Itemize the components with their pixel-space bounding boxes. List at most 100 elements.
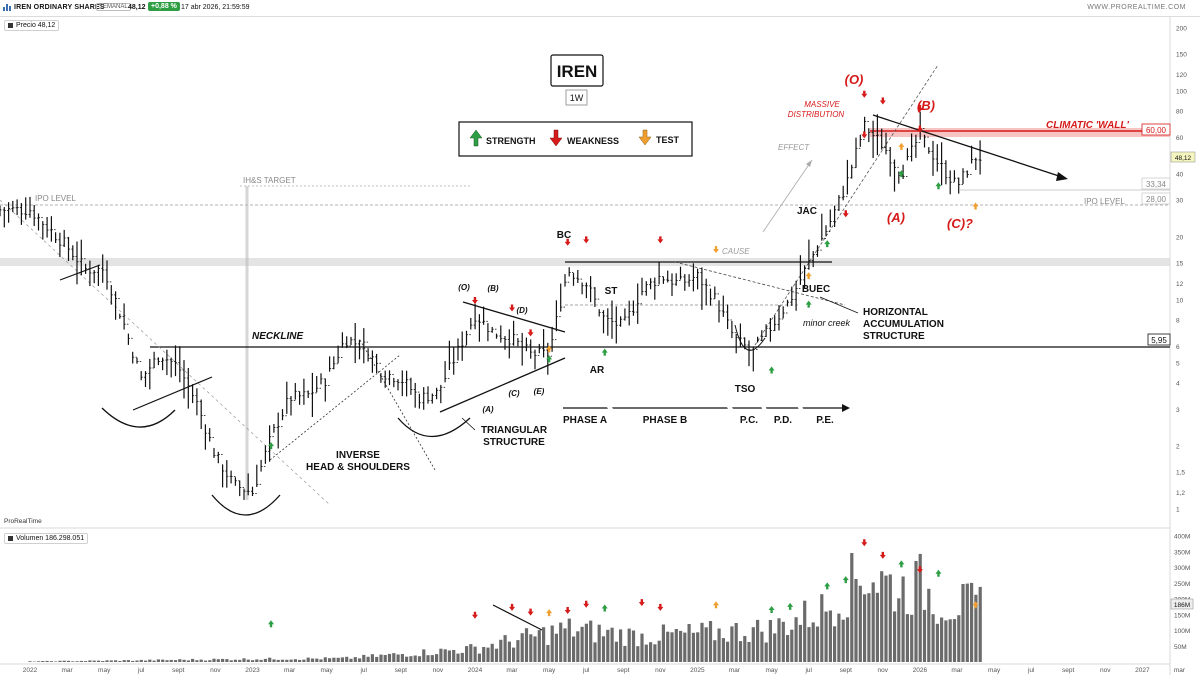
phase-e-label: P.E. bbox=[816, 415, 834, 426]
volume-bar bbox=[285, 659, 289, 662]
time-tick-label: 2022 bbox=[23, 667, 38, 674]
volume-swatch bbox=[8, 535, 13, 541]
creek-dashed-line bbox=[674, 261, 846, 306]
volume-bar bbox=[537, 630, 541, 662]
volume-bar bbox=[687, 624, 691, 662]
ticker-title-box bbox=[550, 54, 604, 87]
time-tick-label: sept bbox=[840, 667, 852, 674]
tag-neckline-text: 5,95 bbox=[1151, 336, 1167, 345]
price-tick-label: 30 bbox=[1176, 198, 1184, 205]
volume-bar bbox=[336, 657, 340, 662]
label-minor-creek: minor creek bbox=[803, 318, 851, 328]
weakness-arrow-icon bbox=[657, 236, 664, 244]
volume-bar bbox=[845, 617, 850, 662]
volume-bar bbox=[554, 633, 558, 662]
climatic-wall-band bbox=[870, 128, 1170, 137]
volume-bar bbox=[512, 647, 516, 662]
time-tick-label: mar bbox=[61, 667, 73, 674]
volume-bar bbox=[773, 633, 777, 662]
volume-bar bbox=[263, 658, 267, 662]
volume-bar bbox=[144, 660, 148, 662]
volume-bar bbox=[362, 654, 366, 662]
volume-bar bbox=[850, 553, 854, 662]
volume-bar bbox=[101, 661, 105, 662]
period-badge[interactable]: SEMANAL bbox=[96, 3, 131, 11]
effect-arrow-head bbox=[806, 160, 812, 167]
watermark: ProRealTime bbox=[4, 518, 42, 525]
volume-bar bbox=[396, 654, 400, 662]
volume-bar bbox=[379, 654, 383, 662]
brand-url[interactable]: WWW.PROREALTIME.COM bbox=[1087, 4, 1186, 11]
header-bar: IREN ORDINARY SHARES SEMANAL 48,12 +0,88… bbox=[0, 0, 1200, 17]
strength-key-icon bbox=[469, 129, 483, 147]
volume-bar bbox=[867, 593, 871, 662]
volume-bar bbox=[358, 658, 362, 662]
volume-bar bbox=[751, 627, 755, 662]
volume-bar bbox=[970, 582, 974, 662]
price-tick-label: 40 bbox=[1176, 172, 1184, 179]
triangle-lower-line bbox=[439, 357, 566, 413]
strength-arrow-icon bbox=[935, 569, 942, 577]
price-tick-label: 3 bbox=[1176, 407, 1180, 414]
time-axis: 2022 mar may jul sept nov 2023 mar may jul sept nov… bbox=[23, 667, 1186, 674]
volume-bar bbox=[734, 623, 738, 662]
weakness-arrow-icon bbox=[861, 131, 868, 139]
price-tick-label: 100 bbox=[1176, 88, 1187, 95]
volume-bar bbox=[37, 661, 41, 662]
volume-bar bbox=[92, 660, 96, 662]
price-tick-label: 120 bbox=[1176, 72, 1187, 79]
time-tick-label: nov bbox=[655, 667, 666, 674]
phase-sep-1 bbox=[605, 402, 615, 414]
volume-bar bbox=[738, 641, 743, 662]
volume-tick-label: 300M bbox=[1174, 565, 1190, 572]
volume-bar bbox=[841, 619, 845, 662]
strength-arrow-icon bbox=[824, 582, 831, 590]
downtrend-dashed-line bbox=[0, 199, 331, 506]
volume-bar bbox=[169, 659, 173, 662]
volume-bar bbox=[41, 661, 45, 662]
volume-bar bbox=[524, 628, 529, 662]
price-tick-label: 1,5 bbox=[1176, 470, 1185, 477]
volume-bar bbox=[576, 631, 580, 662]
volume-bar bbox=[216, 659, 220, 662]
volume-bar bbox=[310, 658, 315, 662]
volume-tick-label: 50M bbox=[1174, 644, 1187, 651]
volume-bar bbox=[315, 658, 319, 662]
volume-bar bbox=[366, 656, 370, 662]
volume-bar bbox=[208, 660, 212, 662]
volume-bar bbox=[824, 611, 828, 662]
volume-legend[interactable]: Volumen 186.298.051 bbox=[4, 533, 89, 544]
hs-target-label: IH&S TARGET bbox=[243, 176, 296, 185]
weakness-arrow-icon bbox=[879, 97, 886, 105]
volume-trend-line bbox=[492, 604, 543, 631]
volume-bar bbox=[760, 631, 764, 662]
volume-bar bbox=[567, 618, 571, 662]
strength-arrow-icon bbox=[768, 606, 775, 614]
volume-bar bbox=[494, 648, 499, 662]
volume-bar bbox=[631, 630, 636, 662]
volume-bar bbox=[152, 660, 156, 662]
test-arrow-icon bbox=[712, 246, 719, 254]
tag-volume-text: 186M bbox=[1174, 602, 1190, 609]
wave-c-label: (C)? bbox=[947, 216, 973, 231]
volume-bar bbox=[349, 658, 353, 662]
volume-bar bbox=[640, 633, 644, 662]
downtrend-arrow-line bbox=[872, 114, 1063, 178]
volume-bar bbox=[730, 626, 734, 662]
inverse-hs-label-1: INVERSE bbox=[336, 450, 380, 461]
strength-arrow-icon bbox=[805, 300, 812, 308]
volume-bar bbox=[298, 659, 302, 662]
volume-bar bbox=[114, 660, 118, 662]
test-arrow-icon bbox=[805, 272, 812, 280]
volume-bar bbox=[88, 660, 92, 662]
volume-bar bbox=[473, 646, 477, 662]
volume-bar bbox=[533, 636, 537, 662]
price-legend[interactable]: Precio 48,12 bbox=[4, 20, 60, 31]
strength-arrow-icon bbox=[268, 620, 275, 628]
volume-bar bbox=[353, 657, 357, 662]
volume-bar bbox=[743, 636, 747, 662]
volume-bar bbox=[756, 619, 760, 662]
time-tick-label: may bbox=[98, 667, 111, 674]
